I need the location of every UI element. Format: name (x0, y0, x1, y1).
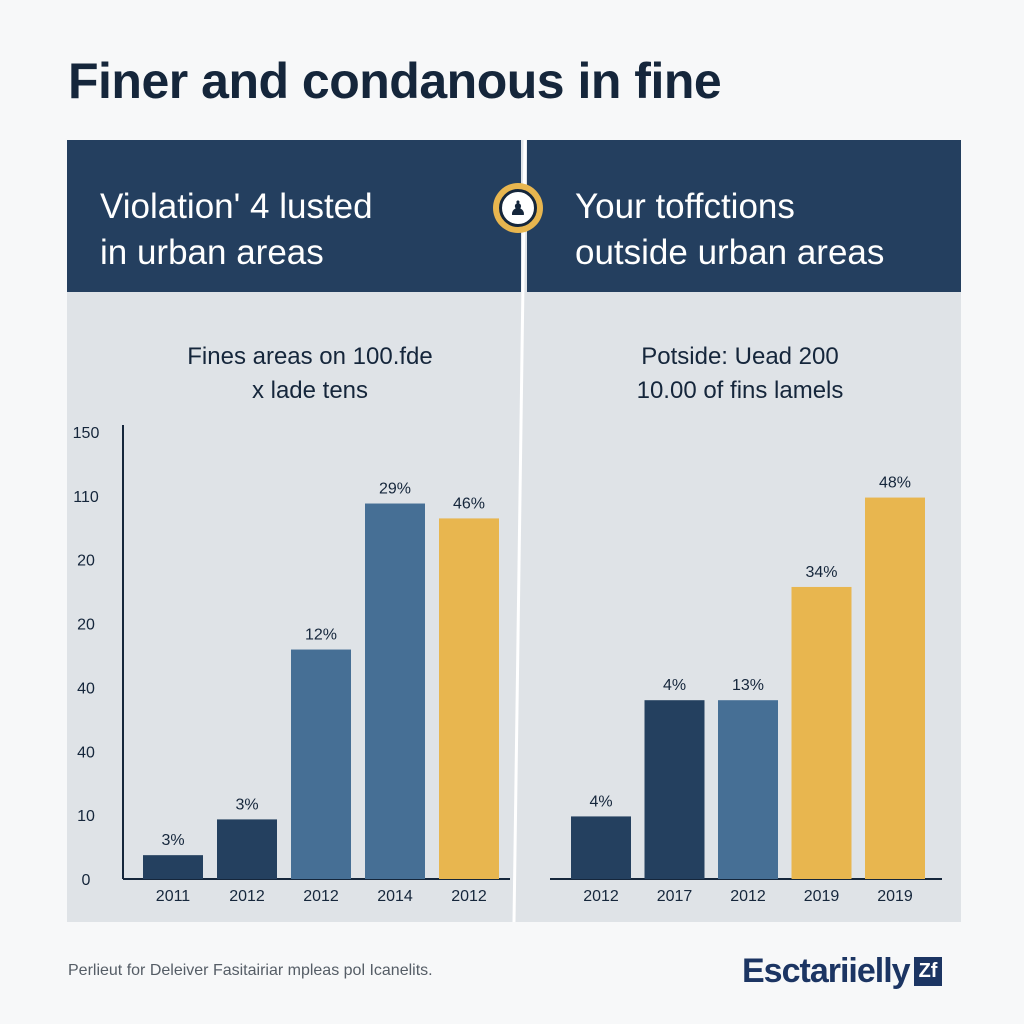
left-panel-header: Violation' 4 lusted in urban areas (67, 140, 521, 292)
bar-2012 (571, 816, 631, 879)
left-heading-line1: Violation' 4 lusted (100, 187, 373, 226)
y-tick-label: 110 (73, 489, 99, 506)
bar-2014 (365, 503, 425, 879)
y-tick-label: 10 (77, 808, 95, 825)
right-heading-line2: outside urban areas (575, 233, 885, 272)
bar-data-label: 29% (379, 481, 411, 498)
bar-2012 (718, 700, 778, 879)
left-subtitle-line1: Fines areas on 100.fde (187, 343, 433, 370)
bar-2019 (865, 497, 925, 879)
right-heading-line1: Your toffctions (575, 187, 795, 226)
footer-note: Perlieut for Deleiver Fasitairiar mpleas… (68, 962, 433, 979)
right-subtitle-line2: 10.00 of fins lamels (636, 377, 844, 404)
x-tick-label: 2012 (730, 888, 766, 905)
y-tick-label: 40 (77, 744, 95, 761)
right-subtitle-line1: Potside: Uead 200 (641, 343, 839, 370)
logo-mark: Zf (913, 957, 943, 986)
bar-2011 (143, 855, 203, 879)
left-subtitle: Fines areas on 100.fde x lade tens (130, 340, 490, 408)
bar-data-label: 4% (589, 793, 612, 810)
bar-data-label: 46% (453, 495, 485, 512)
right-subtitle: Potside: Uead 200 10.00 of fins lamels (560, 340, 920, 408)
brand-logo: Esctariielly Zf (742, 952, 943, 991)
y-tick-label: 150 (73, 425, 100, 442)
bar-data-label: 34% (805, 564, 837, 581)
x-tick-label: 2012 (451, 888, 487, 905)
y-tick-label: 0 (82, 872, 91, 889)
bar-data-label: 3% (235, 796, 258, 813)
bar-2012 (217, 819, 277, 879)
y-tick-label: 20 (77, 553, 95, 570)
bar-data-label: 4% (663, 677, 686, 694)
bar-2012 (439, 518, 499, 879)
x-tick-label: 2012 (303, 888, 339, 905)
x-tick-label: 2017 (657, 888, 693, 905)
right-panel-heading: Your toffctions outside urban areas (575, 184, 884, 276)
left-heading-line2: in urban areas (100, 233, 324, 272)
right-panel-header: Your toffctions outside urban areas (527, 140, 961, 292)
left-panel-heading: Violation' 4 lusted in urban areas (100, 184, 373, 276)
bar-data-label: 3% (161, 832, 184, 849)
x-tick-label: 2014 (377, 888, 413, 905)
x-tick-label: 2011 (156, 888, 191, 905)
bar-data-label: 12% (305, 627, 337, 644)
y-tick-label: 20 (77, 617, 95, 634)
bar-2017 (644, 700, 705, 879)
page-title: Finer and condanous in fine (68, 53, 722, 109)
panel-divider (512, 139, 527, 923)
x-tick-label: 2012 (229, 888, 265, 905)
x-tick-label: 2019 (804, 888, 840, 905)
bar-2012 (291, 649, 351, 879)
x-tick-label: 2019 (877, 888, 913, 905)
x-tick-label: 2012 (583, 888, 619, 905)
left-subtitle-line2: x lade tens (251, 377, 369, 404)
person-silhouette-icon: ♟ (493, 183, 543, 233)
y-tick-label: 40 (77, 680, 95, 697)
bar-data-label: 13% (732, 677, 764, 694)
bar-data-label: 48% (879, 475, 911, 492)
logo-text: Esctariielly (742, 952, 911, 990)
bar-2019 (791, 586, 852, 879)
